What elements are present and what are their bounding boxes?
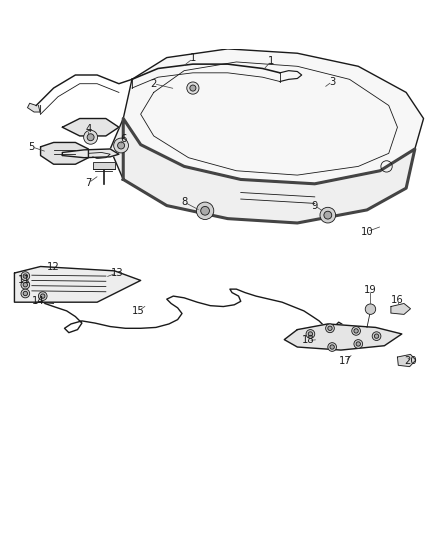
Text: 3: 3: [329, 77, 335, 86]
Text: 4: 4: [85, 124, 92, 134]
Circle shape: [365, 304, 376, 314]
Text: 14: 14: [32, 296, 45, 306]
Text: 20: 20: [404, 357, 417, 366]
Circle shape: [328, 326, 332, 330]
Text: 18: 18: [302, 335, 314, 345]
Text: 5: 5: [28, 142, 35, 152]
Circle shape: [23, 282, 28, 287]
Text: 1: 1: [190, 53, 196, 63]
Polygon shape: [397, 354, 416, 367]
Polygon shape: [284, 324, 402, 350]
Circle shape: [187, 82, 199, 94]
Polygon shape: [62, 118, 119, 136]
Text: 17: 17: [339, 357, 352, 366]
Circle shape: [374, 334, 379, 338]
Circle shape: [21, 280, 30, 289]
Circle shape: [306, 329, 315, 338]
Text: 7: 7: [85, 178, 92, 188]
Circle shape: [352, 327, 360, 335]
Polygon shape: [123, 49, 424, 184]
Circle shape: [356, 342, 360, 346]
Circle shape: [114, 138, 128, 153]
Polygon shape: [62, 149, 119, 158]
Text: 12: 12: [47, 262, 60, 271]
Circle shape: [41, 294, 45, 298]
Text: 13: 13: [110, 268, 123, 278]
Circle shape: [190, 85, 196, 91]
Circle shape: [117, 142, 124, 149]
Circle shape: [330, 345, 334, 349]
Circle shape: [354, 329, 358, 333]
Polygon shape: [110, 118, 415, 223]
Circle shape: [325, 324, 334, 333]
Text: 16: 16: [391, 295, 404, 305]
Polygon shape: [28, 103, 41, 112]
Circle shape: [308, 332, 313, 336]
Circle shape: [328, 343, 336, 351]
Circle shape: [23, 292, 28, 296]
Circle shape: [23, 274, 28, 278]
Circle shape: [84, 130, 98, 144]
Text: 19: 19: [364, 286, 377, 295]
Text: 15: 15: [132, 306, 145, 316]
Bar: [93, 163, 115, 168]
Circle shape: [324, 211, 332, 219]
Polygon shape: [14, 266, 141, 302]
Circle shape: [372, 332, 381, 341]
Text: 10: 10: [360, 227, 373, 237]
Circle shape: [196, 202, 214, 220]
Polygon shape: [41, 142, 88, 164]
Text: 2: 2: [151, 79, 157, 88]
Circle shape: [354, 340, 363, 349]
Text: 9: 9: [311, 200, 318, 211]
Circle shape: [201, 206, 209, 215]
Circle shape: [21, 272, 30, 280]
Circle shape: [21, 289, 30, 298]
Circle shape: [320, 207, 336, 223]
Circle shape: [39, 292, 47, 301]
Polygon shape: [391, 303, 410, 314]
Text: 11: 11: [18, 276, 30, 286]
Circle shape: [87, 134, 94, 141]
Text: 6: 6: [120, 134, 127, 144]
Text: 8: 8: [181, 197, 187, 207]
Text: 1: 1: [268, 56, 275, 66]
